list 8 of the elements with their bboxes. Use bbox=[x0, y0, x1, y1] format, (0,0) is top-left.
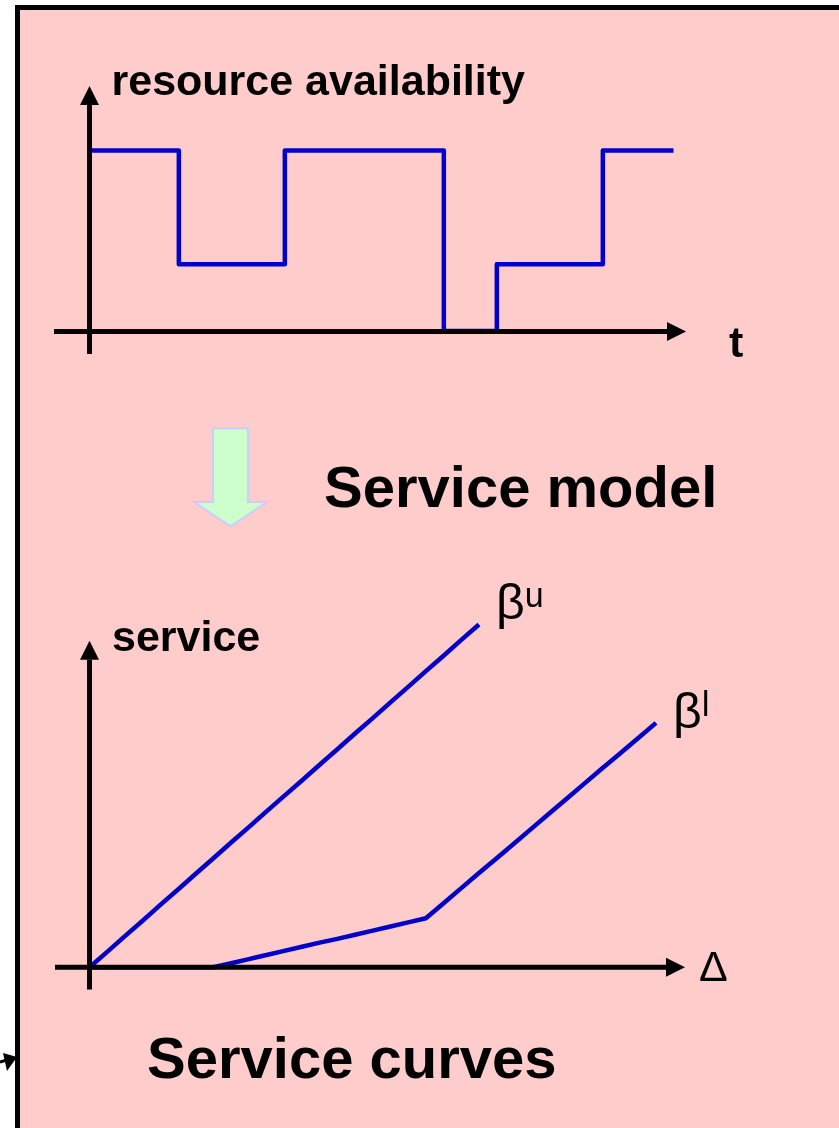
y-axis-title: service bbox=[112, 612, 261, 660]
x-axis-title: Δ bbox=[699, 941, 728, 990]
series-label: βᵘ bbox=[495, 573, 544, 630]
series-label: βˡ bbox=[673, 682, 710, 739]
text: Service model bbox=[324, 454, 718, 519]
x-axis-title: t bbox=[729, 317, 744, 366]
y-axis-title: resource availability bbox=[111, 56, 526, 104]
text: Service curves bbox=[147, 1025, 557, 1090]
